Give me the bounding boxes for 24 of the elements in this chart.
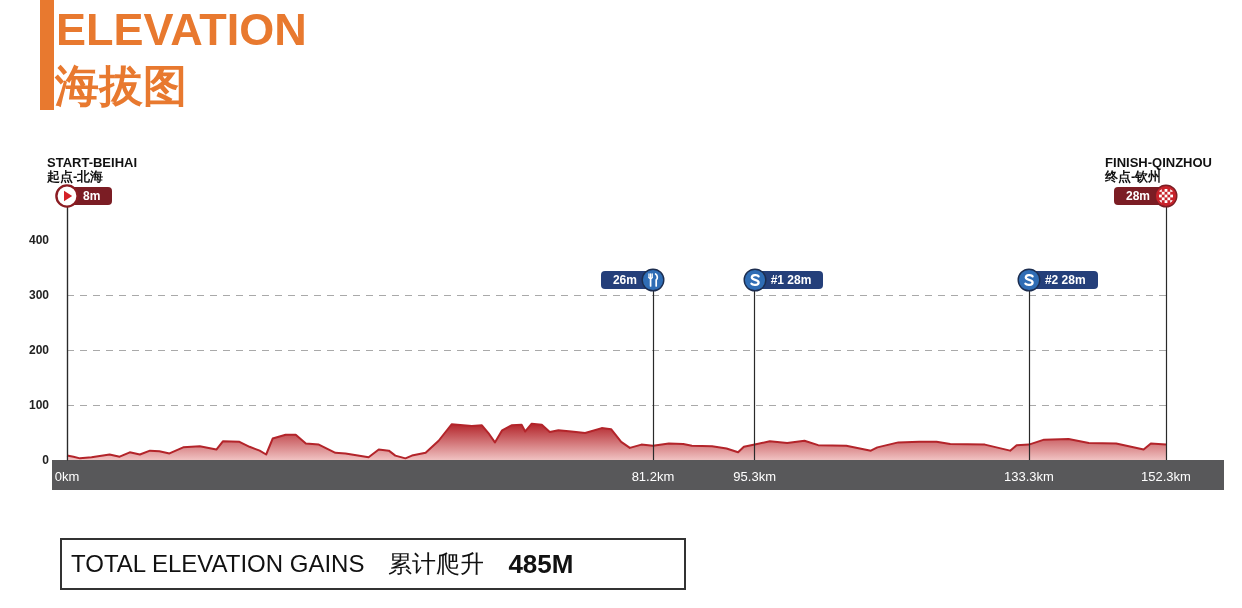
ref-line-label: #1 28m <box>770 273 812 288</box>
text: 起点-北海 <box>47 169 105 184</box>
text: FINISH-QINZHOU <box>1105 155 1212 170</box>
text: TOTAL ELEVATION GAINS <box>71 550 365 578</box>
y-tick-label: 400 <box>28 233 50 247</box>
y-tick-label: 300 <box>28 288 50 302</box>
x-tick-label: 95.3km <box>733 469 777 484</box>
y-tick-label: 200 <box>28 343 50 357</box>
text: 终点-钦州 <box>1105 169 1162 184</box>
y-tick-label: 100 <box>28 398 50 412</box>
x-tick-label: 133.3km <box>1003 469 1054 484</box>
text: 累计爬升 <box>388 549 485 579</box>
ref-line-label: 26m <box>612 273 637 288</box>
text: START-BEIHAI <box>47 155 138 170</box>
text: 485M <box>508 548 574 580</box>
chart-title: ELEVATION <box>56 4 307 56</box>
x-tick-label: 0km <box>54 469 80 484</box>
ref-line-label: 8m <box>83 189 101 203</box>
ref-line-label: #2 28m <box>1044 273 1086 288</box>
ref-line-label: 28m <box>1125 189 1150 203</box>
chart-subtitle: 海拔图 <box>55 60 187 112</box>
x-tick-label: 152.3km <box>1141 469 1191 484</box>
x-tick-label: 81.2km <box>631 469 675 484</box>
y-tick-label: 0 <box>42 453 50 467</box>
